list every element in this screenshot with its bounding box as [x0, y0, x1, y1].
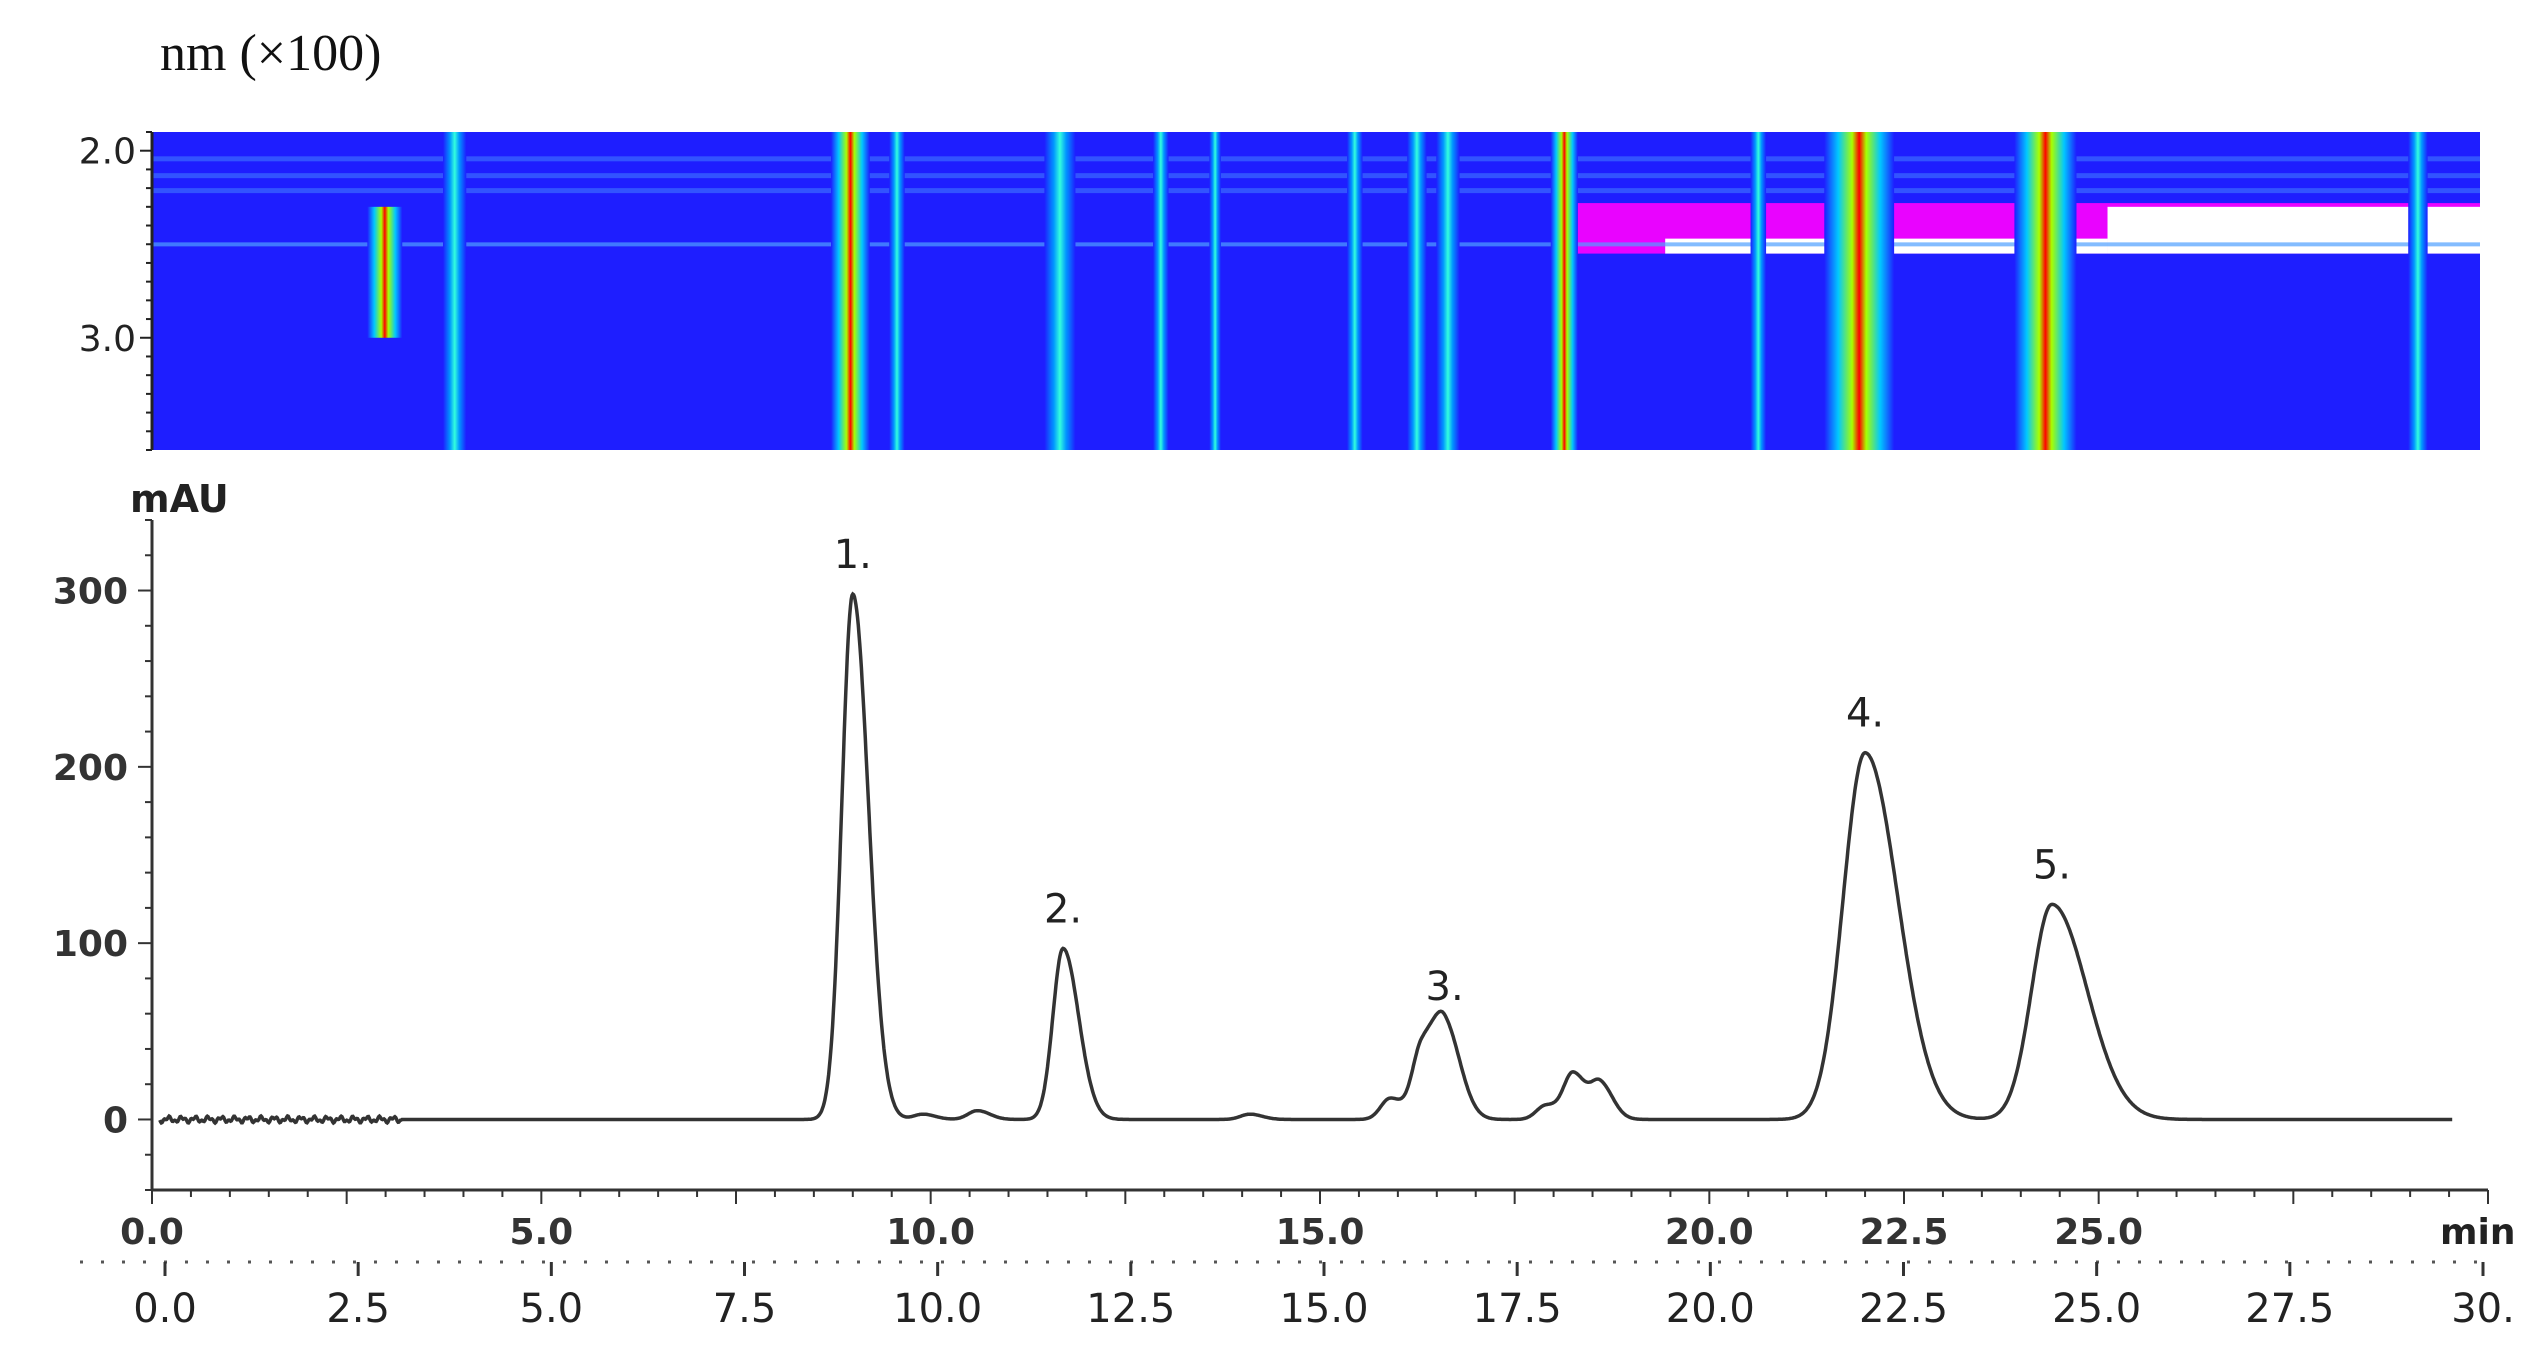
- peak-label: 3.: [1426, 964, 1464, 1010]
- x-tick-label: 5.0: [509, 1212, 573, 1253]
- y-tick-label: 0: [103, 1100, 128, 1141]
- chromatogram-trace: [158, 591, 2453, 1126]
- bottom-axis-tick-label: 30.: [2451, 1286, 2515, 1332]
- heatmap-band: [1407, 132, 1427, 450]
- heatmap-band: [367, 206, 403, 338]
- y-tick-label: 200: [53, 748, 128, 789]
- heatmap-row: [152, 242, 2480, 247]
- x-tick-label: 22.5: [1860, 1212, 1949, 1253]
- heatmap-band: [1347, 132, 1363, 450]
- heatmap-background: [152, 132, 2480, 450]
- x-tick-label: 20.0: [1665, 1212, 1754, 1253]
- chromatogram-axes: 0 100 200 300 0.0 5.0 10.0 15.0 20.0 22.5 25.0: [53, 519, 2489, 1253]
- bottom-axis-tick-label: 2.5: [326, 1286, 390, 1332]
- x-axis-label: min: [2440, 1212, 2515, 1253]
- bottom-axis-tick-label: 20.0: [1666, 1286, 1755, 1332]
- peak-label: 4.: [1846, 691, 1884, 737]
- y-tick-label: 100: [53, 924, 128, 965]
- heatmap-unit-label: nm (×100): [160, 25, 381, 82]
- bottom-axis-tick-label: 25.0: [2052, 1286, 2141, 1332]
- heatmap-row: [152, 156, 2480, 162]
- heatmap-band: [1550, 132, 1578, 450]
- bottom-axis-tick-label: 15.0: [1279, 1286, 1368, 1332]
- heatmap-row: [152, 173, 2480, 179]
- heatmap-band: [1209, 132, 1221, 450]
- bottom-axis-tick-label: 7.5: [713, 1286, 777, 1332]
- peak-label: 2.: [1044, 886, 1082, 932]
- bottom-axis-tick-label: 22.5: [1859, 1286, 1948, 1332]
- heatmap-band: [2408, 132, 2428, 450]
- bottom-time-axis: 0.0 2.5 5.0 7.5 10.0 12.5 15.0 17.5 20.0 22.5 25.0…: [80, 1260, 2515, 1332]
- y-axis-label: mAU: [130, 477, 229, 521]
- bottom-axis-tick-label: 10.0: [893, 1286, 982, 1332]
- heatmap-band: [889, 132, 905, 450]
- bottom-axis-tick-label: 5.0: [520, 1286, 584, 1332]
- x-tick-label: 0.0: [120, 1212, 184, 1253]
- bottom-axis-tick-label: 0.0: [133, 1286, 197, 1332]
- bottom-axis-tick-label: 17.5: [1473, 1286, 1562, 1332]
- x-tick-label: 10.0: [886, 1212, 975, 1253]
- peak-labels: 1. 2. 3. 4. 5.: [834, 532, 2071, 1010]
- heatmap-band: [1044, 132, 1076, 450]
- heatmap-band: [1750, 132, 1767, 450]
- y-tick-label: 300: [53, 572, 128, 613]
- bottom-axis-tick-label: 27.5: [2245, 1286, 2334, 1332]
- heatmap-band: [2014, 132, 2077, 450]
- heatmap-row: [152, 188, 2480, 194]
- peak-label: 5.: [2033, 842, 2071, 888]
- peak-label: 1.: [834, 532, 872, 578]
- heatmap-band: [831, 132, 870, 450]
- heatmap-band: [1436, 132, 1460, 450]
- x-tick-label: 15.0: [1276, 1212, 1365, 1253]
- bottom-axis-tick-label: 12.5: [1086, 1286, 1175, 1332]
- heatmap-y-tick-label: 2.0: [79, 132, 136, 173]
- heatmap-y-axis: 2.0 3.0: [79, 131, 154, 451]
- heatmap-band: [1153, 132, 1169, 450]
- heatmap-band: [1824, 132, 1895, 450]
- heatmap-bands: [152, 132, 2480, 450]
- wavelength-heatmap: [152, 132, 2480, 450]
- heatmap-band: [443, 132, 467, 450]
- heatmap-y-tick-label: 3.0: [79, 319, 136, 360]
- x-tick-label: 25.0: [2054, 1212, 2143, 1253]
